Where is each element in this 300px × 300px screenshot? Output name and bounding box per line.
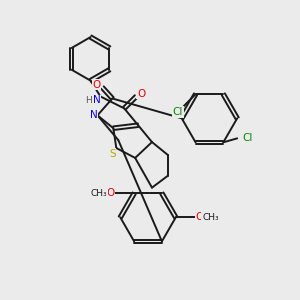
Text: Cl: Cl [172,107,183,117]
Text: O: O [92,80,101,90]
Text: O: O [195,212,204,222]
Text: N: N [93,95,101,106]
Text: O: O [137,88,145,98]
Text: H: H [85,96,92,105]
Text: Cl: Cl [242,134,252,143]
Text: CH₃: CH₃ [90,189,107,198]
Text: N: N [90,110,98,120]
Text: O: O [106,188,115,198]
Text: S: S [109,149,116,159]
Text: CH₃: CH₃ [202,213,219,222]
